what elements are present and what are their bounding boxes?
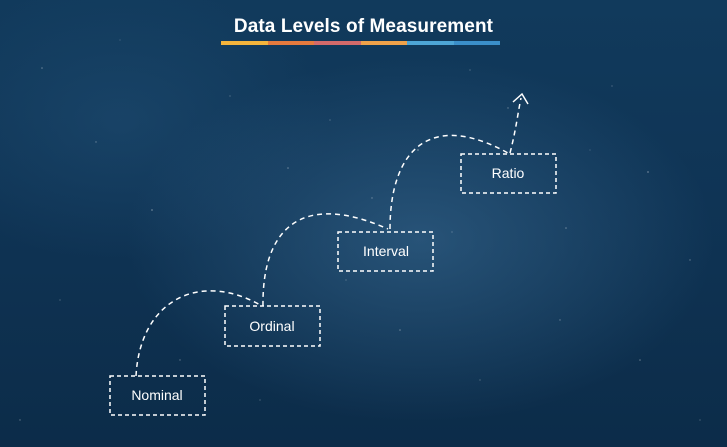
level-label-ordinal: Ordinal <box>249 318 294 334</box>
level-label-interval: Interval <box>363 243 409 259</box>
level-box-ratio <box>460 153 557 194</box>
connector-nominal-ordinal <box>135 290 263 377</box>
connector-ordinal-interval <box>262 213 389 307</box>
title-underline-segment <box>407 41 454 45</box>
title-underline <box>221 41 500 45</box>
arrowhead-icon <box>512 92 529 105</box>
connector-interval-ratio <box>389 134 509 230</box>
title-underline-segment <box>221 41 268 45</box>
slide-title: Data Levels of Measurement <box>233 16 494 37</box>
level-label-ratio: Ratio <box>492 165 525 181</box>
connector-ratio-arrow <box>509 97 522 154</box>
level-box-interval <box>337 231 434 272</box>
title-underline-segment <box>360 41 407 45</box>
level-box-nominal <box>109 375 206 416</box>
level-box-ordinal <box>224 305 321 347</box>
title-underline-segment <box>453 41 500 45</box>
title-underline-segment <box>267 41 314 45</box>
title-underline-segment <box>314 41 361 45</box>
level-label-nominal: Nominal <box>131 387 182 403</box>
